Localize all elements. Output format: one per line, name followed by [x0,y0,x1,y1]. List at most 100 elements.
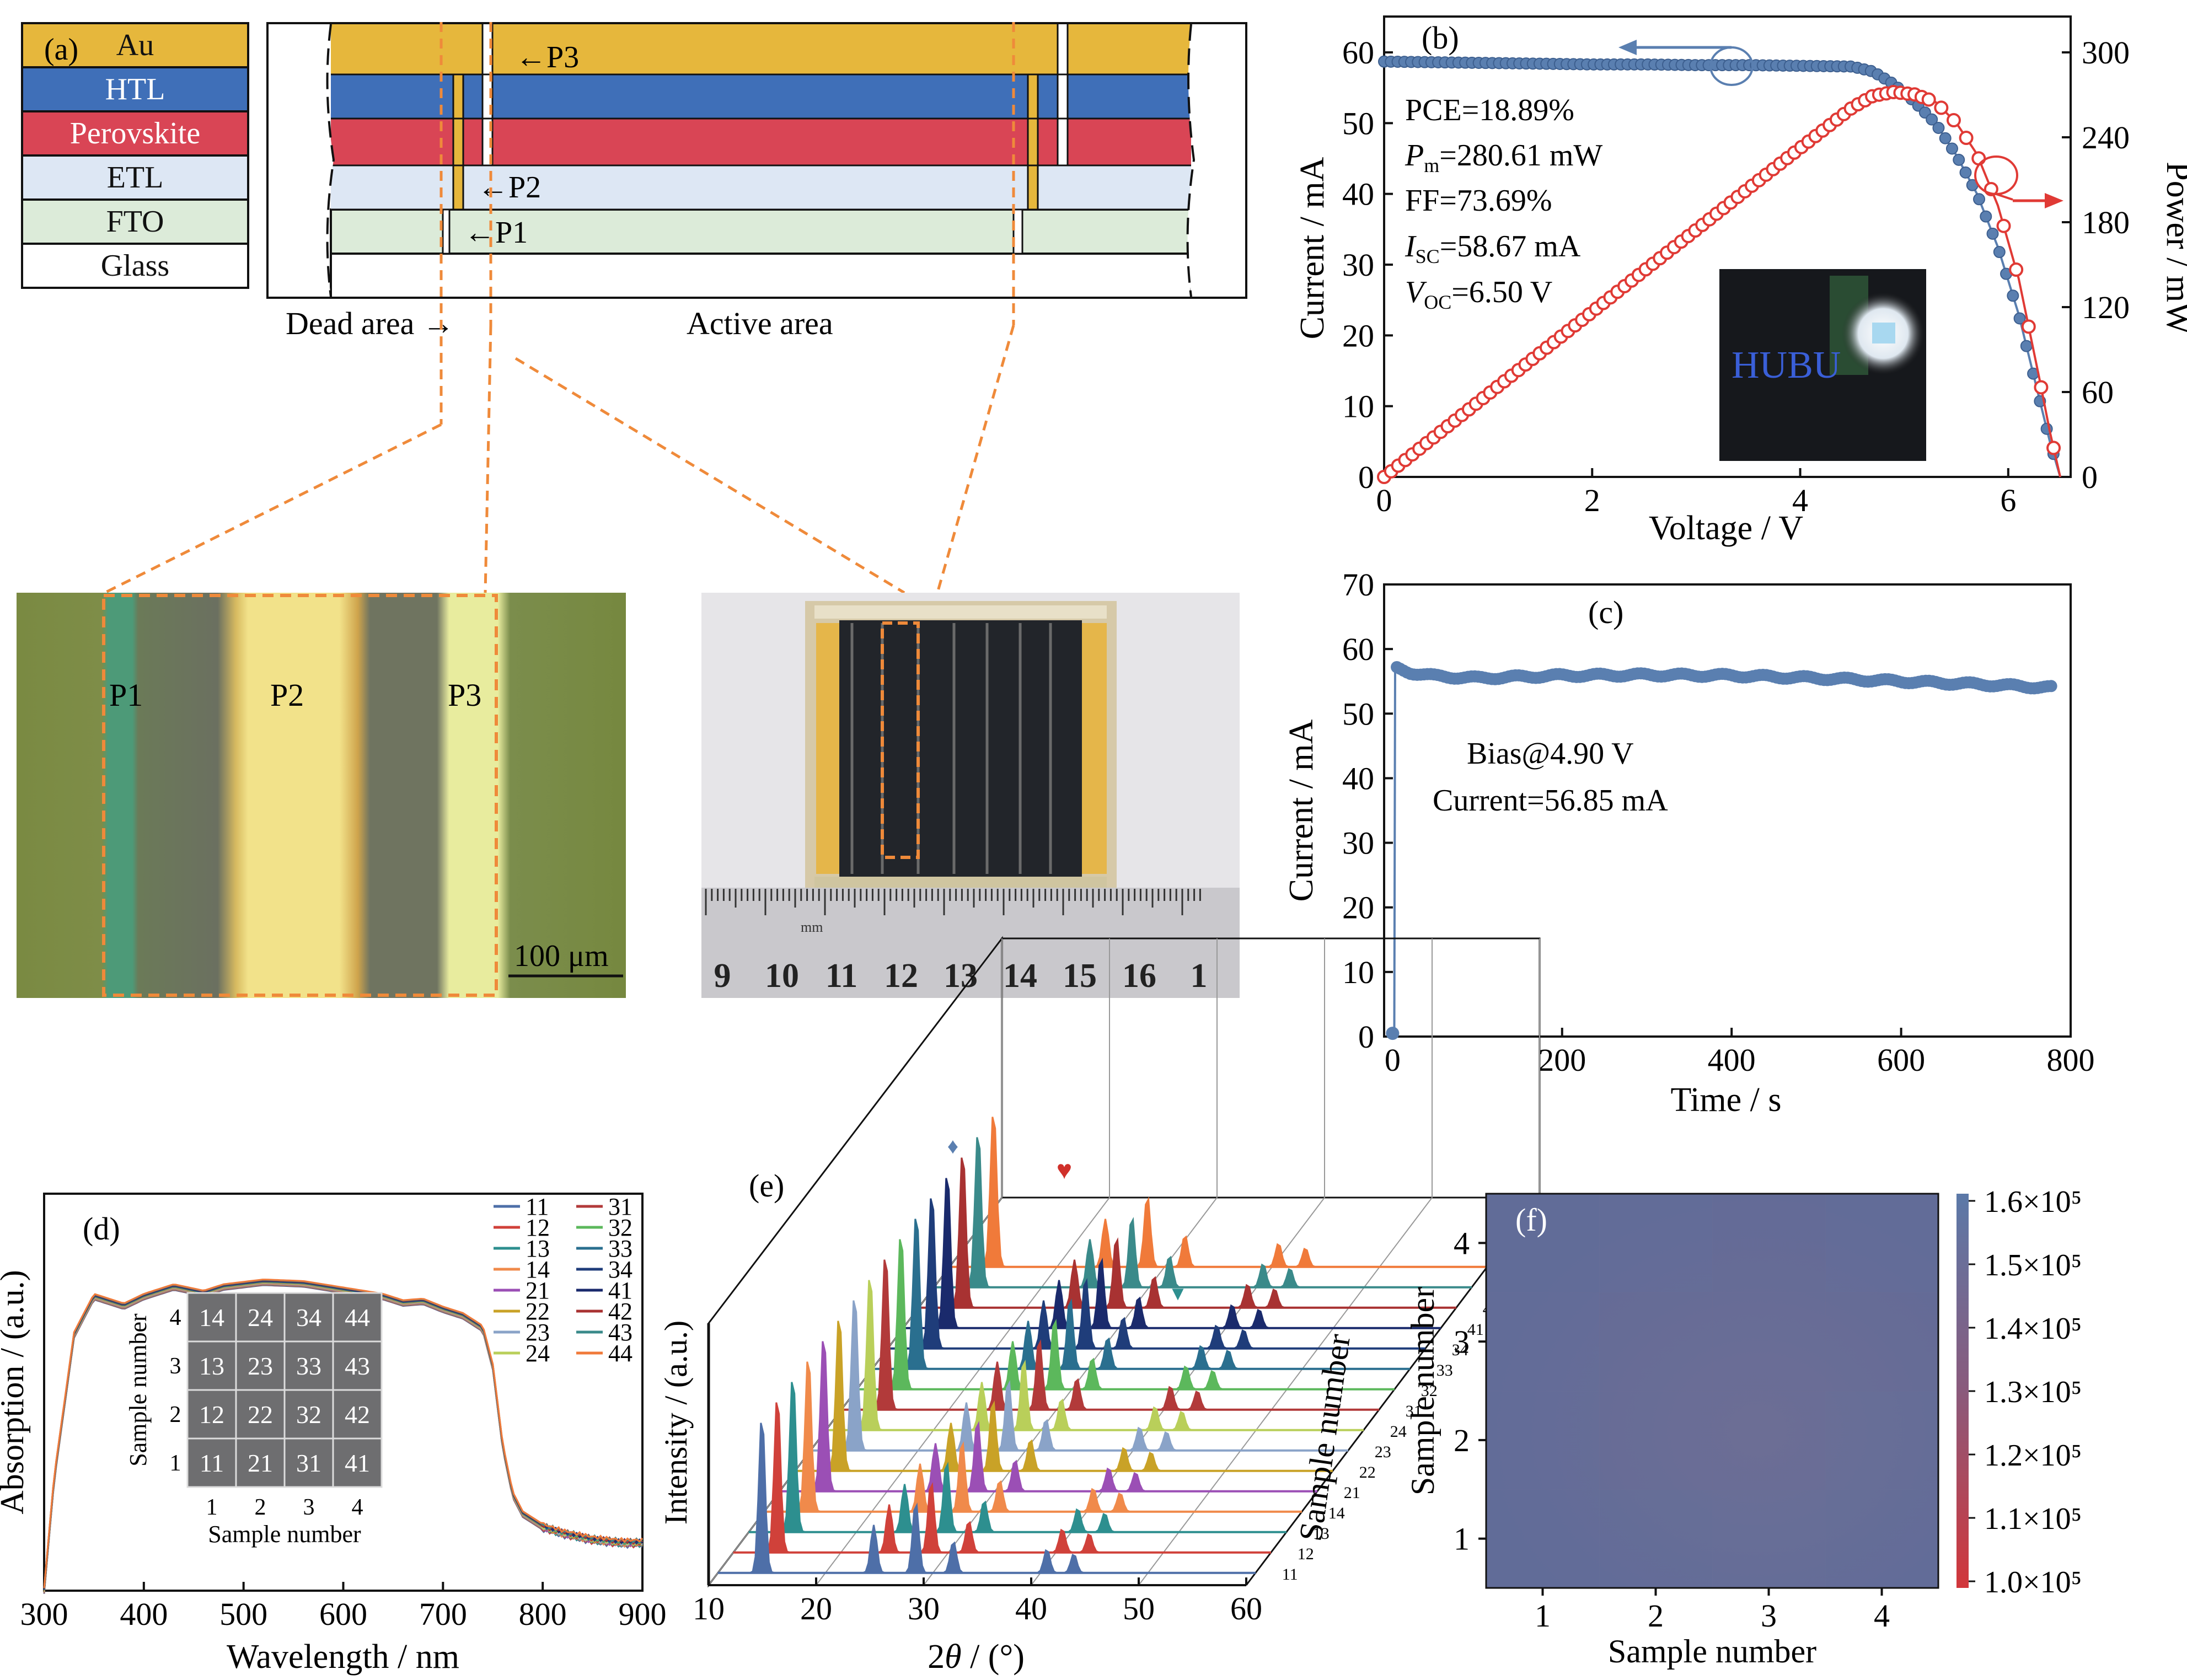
power-point [1959,131,1974,146]
y-tick-label: 60 [1342,631,1374,667]
heatmap-cell [1599,1391,1713,1490]
power-point [1921,92,1936,107]
pce-text: PCE=18.89% [1405,93,1574,127]
sample-label: 23 [1375,1443,1391,1461]
legend-label: 23 [526,1319,550,1346]
legend-label: 13 [526,1235,550,1262]
ruler-tick-label: 13 [944,957,978,995]
ruler-tick-label: 12 [884,957,918,995]
colorbar [1956,1194,1969,1588]
x-tick-label: 600 [1877,1042,1925,1078]
x-tick-label: 1 [1535,1598,1551,1634]
colorbar-label: 1.0×10⁵ [1984,1565,2082,1600]
colorbar-label: 1.2×10⁵ [1984,1439,2082,1473]
x-tick-label: 20 [800,1591,832,1627]
callout-lines [104,22,1015,594]
heatmap-cell [1712,1391,1826,1490]
heatmap-cell [1712,1489,1826,1588]
legend-label: 22 [526,1298,550,1325]
absorption-series-44 [43,1279,644,1588]
grid-cell-label: 23 [248,1352,273,1380]
grid-cell-label: 13 [199,1352,224,1380]
micrograph-label-p1: P1 [109,677,143,713]
led-inset-photo: HUBU [1719,269,1926,461]
rise-line [1393,668,1396,1034]
chart-e-xlabel: 2θ / (°) [928,1638,1025,1676]
y2-tick-label: 120 [2082,289,2130,325]
y2-tick-label: 240 [2082,120,2130,155]
chart-d-label: (d) [83,1211,120,1247]
grid-cell-label: 12 [199,1400,224,1429]
layer-name: FTO [106,205,164,239]
current-point [1939,132,1952,144]
layer-swatch-htl: HTL [21,66,249,112]
grid-cell [332,1389,383,1440]
optical-micrograph: P1 P2 P3 100 μm [17,593,626,998]
triangle-marker: ▼ [1168,1282,1188,1305]
sample-label: 31 [1406,1402,1422,1420]
inset-ylabel: Sample number [125,1313,152,1467]
chart-c-ylabel: Current / mA [1283,719,1320,901]
chart-e-label: (e) [749,1168,784,1204]
sample-label: 32 [1421,1382,1438,1400]
layer-swatch-etl: ETL [21,154,249,201]
chart-e-ylabel: Intensity / (a.u.) [658,1321,694,1525]
sample-label: 21 [1344,1484,1360,1502]
legend-label: 24 [526,1340,550,1367]
y2-tick-label: 0 [2082,459,2098,495]
chart-f-ylabel: Sample number [1405,1287,1441,1495]
y-tick-label: 0 [1358,1019,1374,1055]
sample-label: 14 [1328,1504,1345,1522]
power-point [2034,380,2049,395]
power-point [1946,113,1961,128]
heatmap-cell [1599,1194,1713,1293]
heatmap-cell [1825,1194,1939,1293]
y-tick-label: 3 [1454,1324,1470,1360]
pm-text: Pm=280.61 mW [1405,138,1602,176]
y2-tick-label: 180 [2082,205,2130,240]
grid-cell [332,1340,383,1391]
grid-cell-label: 14 [199,1303,224,1332]
layer-name: HTL [105,72,165,106]
x-tick-label: 200 [1538,1042,1586,1078]
colorbar-label: 1.4×10⁵ [1984,1312,2082,1346]
x-tick-label: 6 [2000,482,2016,518]
ruler-tick-label: 9 [714,957,731,995]
micrograph-label-p2: P2 [270,677,304,713]
power-point [2009,262,2024,277]
ruler-tick-label: 15 [1063,957,1097,995]
ff-text: FF=73.69% [1405,184,1552,218]
current-point [1980,210,1992,223]
grid-cell-label: 24 [248,1303,273,1332]
layer-swatch-au: Au [21,22,249,68]
inset-y-tick: 2 [170,1402,181,1427]
grid-cell-label: 42 [345,1400,370,1429]
ruler-tick-label: 16 [1122,957,1156,995]
heatmap-cell [1486,1292,1600,1392]
x-tick-label: 4 [1792,482,1808,518]
x-tick-label: 0 [1376,482,1392,518]
heatmap-cell [1486,1391,1600,1490]
inset-xlabel: Sample number [208,1521,361,1548]
grid-cell-label: 41 [345,1449,370,1477]
x-tick-label: 300 [20,1596,68,1632]
xrd-pattern-44 [949,1117,1487,1268]
heatmap-cell [1486,1194,1600,1293]
chart-d-xlabel: Wavelength / nm [227,1638,459,1676]
x-tick-label: 800 [519,1596,567,1632]
heatmap-cell [1599,1489,1713,1588]
x-tick-label: 800 [2047,1042,2095,1078]
chart-b-label: (b) [1422,20,1459,56]
power-point [1971,151,1986,166]
x-tick-label: 2 [1584,482,1600,518]
y-tick-label: 0 [1358,459,1374,495]
sample-label: 13 [1313,1525,1330,1543]
ruler-unit: mm [801,919,823,935]
x-tick-label: 2 [1648,1598,1664,1634]
sample-label: 34 [1452,1341,1468,1359]
current-point [1945,142,1958,155]
chart-b-ylabel: Current / mA [1294,157,1331,339]
